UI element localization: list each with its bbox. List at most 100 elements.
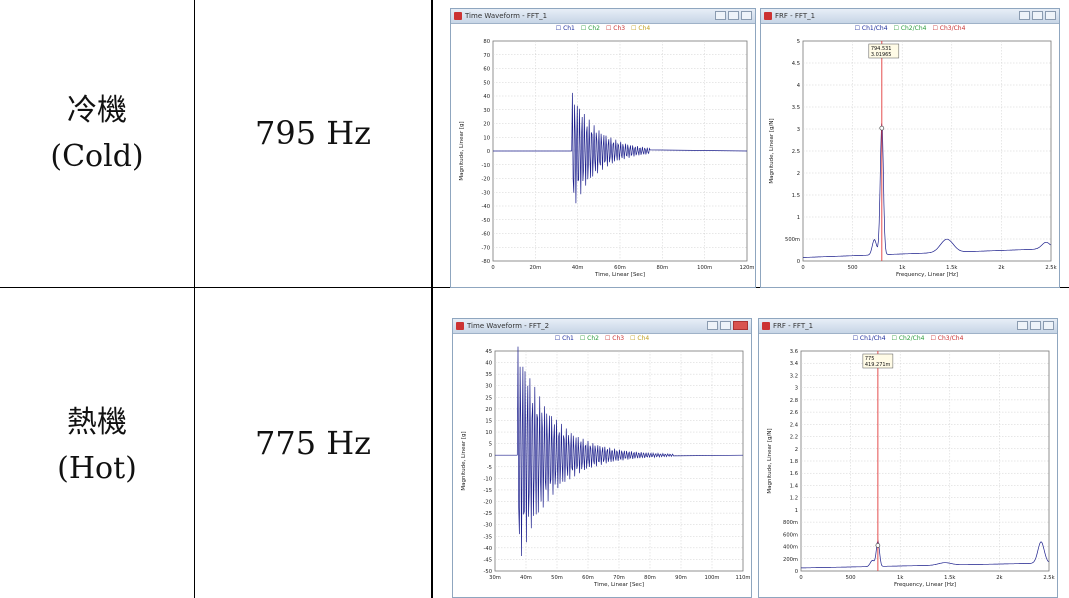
legend-item[interactable]: ☐ Ch2 — [579, 335, 599, 342]
maximize-button[interactable] — [728, 11, 739, 20]
y-tick-label: 1 — [797, 215, 800, 221]
y-tick-label: 70 — [483, 53, 490, 59]
channel-legend[interactable]: ☐ Ch1 ☐ Ch2 ☐ Ch3 ☐ Ch4 — [451, 25, 755, 33]
window-titlebar[interactable]: Time Waveform - FFT_1 — [451, 9, 755, 24]
y-tick-label: -40 — [482, 204, 490, 210]
plot-area: 3.6 3.4 3.2 3 2.8 2.6 2.4 2.2 2 1.8 1.6 1.4 1.2 1 800m… — [767, 349, 1055, 588]
y-tick-label: 40 — [483, 94, 490, 100]
cursor-y-readout: 3.01965 — [871, 52, 892, 58]
y-tick-label: 3.2 — [790, 373, 798, 379]
x-axis-label: Frequency, Linear [Hz] — [896, 272, 958, 278]
y-tick-label: 1.2 — [790, 496, 798, 502]
legend-item[interactable]: ☐ Ch3/Ch4 — [932, 25, 966, 32]
y-tick-label: 0 — [797, 259, 800, 265]
x-tick-label: 90m — [675, 575, 687, 581]
resonance-frequency: 775 Hz — [254, 424, 371, 462]
y-tick-label: -50 — [484, 569, 492, 575]
cursor-marker — [875, 543, 881, 548]
x-tick-label: 60m — [582, 575, 594, 581]
window-titlebar[interactable]: FRF - FFT_1 — [761, 9, 1059, 24]
minimize-button[interactable] — [707, 321, 718, 330]
legend-item[interactable]: ☐ Ch2 — [580, 25, 600, 32]
legend-item[interactable]: ☐ Ch3 — [606, 25, 626, 32]
waveform-trace — [495, 346, 744, 557]
frf-window[interactable]: FRF - FFT_1 ☐ Ch1/Ch4 ☐ Ch2/Ch4 ☐ Ch3/Ch4 5… — [760, 8, 1060, 288]
x-tick-label: 40m — [572, 265, 584, 271]
y-tick-label: -30 — [484, 523, 492, 529]
legend-item[interactable]: ☐ Ch3/Ch4 — [930, 335, 964, 342]
legend-item[interactable]: ☐ Ch1/Ch4 — [854, 25, 888, 32]
legend-item[interactable]: ☐ Ch4 — [631, 25, 651, 32]
legend-item[interactable]: ☐ Ch1 — [554, 335, 574, 342]
y-tick-label: 50 — [483, 80, 490, 86]
cursor-x-readout: 775 — [865, 356, 875, 362]
y-tick-label: 800m — [783, 520, 798, 526]
legend-item[interactable]: ☐ Ch3 — [605, 335, 625, 342]
y-tick-label: 4 — [797, 83, 801, 89]
restore-button[interactable] — [741, 11, 752, 20]
y-tick-label: -20 — [482, 177, 490, 183]
x-tick-label: 80m — [644, 575, 656, 581]
app-icon — [762, 322, 770, 330]
legend-item[interactable]: ☐ Ch4 — [630, 335, 650, 342]
window-titlebar[interactable]: FRF - FFT_1 — [759, 319, 1057, 334]
maximize-button[interactable] — [720, 321, 731, 330]
legend-item[interactable]: ☐ Ch1/Ch4 — [852, 335, 886, 342]
x-tick-label: 1.5k — [944, 575, 955, 581]
y-tick-label: -10 — [482, 163, 490, 169]
window-title: Time Waveform - FFT_1 — [465, 12, 548, 20]
plot-area: 45 40 35 30 25 20 15 10 5 0 -5 -10 -15 -20 -25 -30 -35 -4… — [461, 346, 750, 588]
plot-area: 80 70 60 50 40 30 20 10 0 -10 -20 -30 -40 -50 -60 -70 -8… — [459, 39, 754, 278]
y-tick-label: 1.6 — [790, 471, 798, 477]
window-title: Time Waveform - FFT_2 — [467, 322, 550, 330]
y-tick-label: -80 — [482, 259, 490, 265]
minimize-button[interactable] — [715, 11, 726, 20]
y-tick-label: -35 — [484, 534, 492, 540]
y-tick-label: 3.4 — [790, 361, 799, 367]
window-titlebar[interactable]: Time Waveform - FFT_2 — [453, 319, 751, 334]
minimize-button[interactable] — [1017, 321, 1028, 330]
maximize-button[interactable] — [1030, 321, 1041, 330]
y-tick-label: 600m — [783, 532, 798, 538]
y-axis-label: Magnitude, Linear [g/N] — [769, 118, 775, 183]
y-tick-label: -40 — [484, 546, 492, 552]
x-tick-label: 100m — [697, 265, 712, 271]
restore-button[interactable] — [1045, 11, 1056, 20]
minimize-button[interactable] — [1019, 11, 1030, 20]
x-tick-label: 70m — [613, 575, 625, 581]
close-button[interactable] — [733, 321, 748, 330]
x-tick-label: 1k — [899, 265, 905, 271]
restore-button[interactable] — [1043, 321, 1054, 330]
channel-legend[interactable]: ☐ Ch1/Ch4 ☐ Ch2/Ch4 ☐ Ch3/Ch4 — [761, 25, 1059, 33]
maximize-button[interactable] — [1032, 11, 1043, 20]
window-title: FRF - FFT_1 — [773, 322, 814, 330]
y-tick-label: 3.6 — [790, 349, 798, 355]
legend-item[interactable]: ☐ Ch2/Ch4 — [891, 335, 925, 342]
y-tick-label: 5 — [489, 442, 492, 448]
legend-item[interactable]: ☐ Ch2/Ch4 — [893, 25, 927, 32]
y-tick-label: 2.6 — [790, 410, 798, 416]
x-tick-label: 0 — [801, 265, 804, 271]
x-tick-label: 2.5k — [1043, 575, 1054, 581]
y-tick-label: 2.4 — [790, 422, 799, 428]
time-waveform-window[interactable]: Time Waveform - FFT_1 ☐ Ch1 ☐ Ch2 ☐ Ch3 ☐ C… — [450, 8, 756, 288]
y-tick-label: -30 — [482, 190, 490, 196]
y-tick-label: 20 — [483, 122, 490, 128]
y-tick-label: 3.5 — [792, 105, 800, 111]
y-tick-label: 30 — [485, 384, 492, 390]
y-tick-label: 500m — [785, 237, 800, 243]
waveform-trace — [493, 92, 748, 204]
condition-label-hot: 熱機 (Hot) — [0, 400, 194, 492]
channel-legend[interactable]: ☐ Ch1 ☐ Ch2 ☐ Ch3 ☐ Ch4 — [453, 335, 751, 343]
y-tick-label: -50 — [482, 218, 490, 224]
y-axis-label: Magnitude, Linear [g] — [461, 431, 467, 490]
y-tick-label: 3 — [795, 386, 798, 392]
channel-legend[interactable]: ☐ Ch1/Ch4 ☐ Ch2/Ch4 ☐ Ch3/Ch4 — [759, 335, 1057, 343]
frf-window[interactable]: FRF - FFT_1 ☐ Ch1/Ch4 ☐ Ch2/Ch4 ☐ Ch3/Ch4 3… — [758, 318, 1058, 598]
window-title: FRF - FFT_1 — [775, 12, 816, 20]
legend-item[interactable]: ☐ Ch1 — [555, 25, 575, 32]
y-axis-label: Magnitude, Linear [g] — [459, 121, 465, 180]
x-tick-label: 2k — [996, 575, 1002, 581]
x-tick-label: 500 — [846, 575, 856, 581]
time-waveform-window[interactable]: Time Waveform - FFT_2 ☐ Ch1 ☐ Ch2 ☐ Ch3 ☐ C… — [452, 318, 752, 598]
